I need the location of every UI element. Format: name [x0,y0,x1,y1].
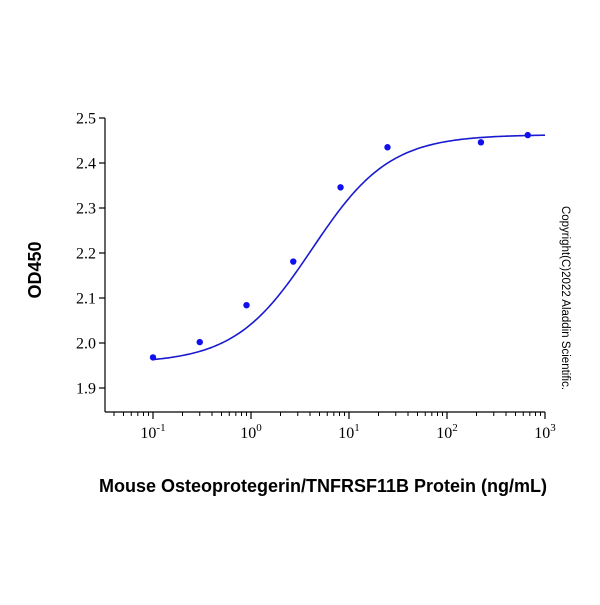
y-tick-label: 2.2 [76,246,96,263]
axes: 1.9 2.0 2.1 2.2 2.3 2.4 2.5 10-1 100 101 102 103 [76,111,556,443]
copyright-annotation: Copyright(C)2022 Aladdin Scientific. [559,206,571,390]
data-point [477,139,485,146]
y-tick-label: 2.0 [76,336,96,353]
x-tick-label: 10-1 [140,422,165,442]
y-tick-label: 2.5 [76,111,96,128]
data-point [149,354,157,361]
data-point [290,258,297,265]
data-point [243,302,250,309]
fit-curve-line [152,134,546,361]
data-point [384,144,391,151]
x-tick-label: 101 [338,422,360,442]
data-point [524,131,531,139]
data-point [337,184,344,191]
y-tick-label: 2.4 [76,156,96,173]
y-axis-title: OD450 [25,241,45,298]
y-tick-label: 1.9 [76,381,96,398]
x-tick-label: 100 [240,422,262,442]
x-tick-label: 103 [534,422,556,442]
x-tick-label: 102 [436,422,458,442]
data-point [196,338,203,346]
fit-curve-group [152,134,546,361]
y-tick-label: 2.1 [76,291,96,308]
x-axis-title: Mouse Osteoprotegerin/TNFRSF11B Protein … [99,476,547,496]
y-tick-label: 2.3 [76,201,96,218]
data-points [149,131,531,361]
